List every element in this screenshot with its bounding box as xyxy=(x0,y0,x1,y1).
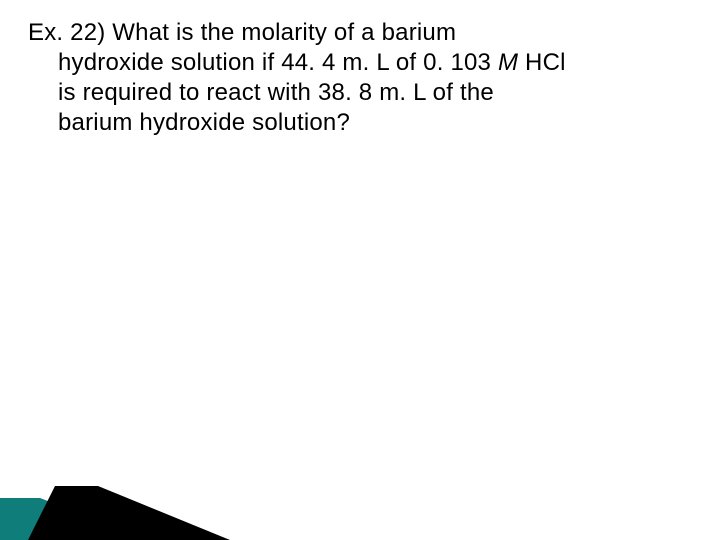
corner-decoration xyxy=(0,480,230,540)
question-line-2: hydroxide solution if 44. 4 m. L of 0. 1… xyxy=(28,48,692,78)
question-line-1: Ex. 22) What is the molarity of a barium xyxy=(28,18,692,48)
question-line-4: barium hydroxide solution? xyxy=(28,108,692,138)
question-line-2a: hydroxide solution if 44. 4 m. L of 0. 1… xyxy=(58,49,498,76)
slide: Ex. 22) What is the molarity of a barium… xyxy=(0,0,720,540)
slide-content: Ex. 22) What is the molarity of a barium… xyxy=(28,18,692,138)
question-text: Ex. 22) What is the molarity of a barium… xyxy=(28,18,692,138)
molarity-symbol: M xyxy=(498,49,518,76)
question-line-3: is required to react with 38. 8 m. L of … xyxy=(28,78,692,108)
question-line-2b: HCl xyxy=(518,49,565,76)
decoration-black-shape xyxy=(28,486,230,540)
decoration-teal-shape xyxy=(0,498,150,540)
